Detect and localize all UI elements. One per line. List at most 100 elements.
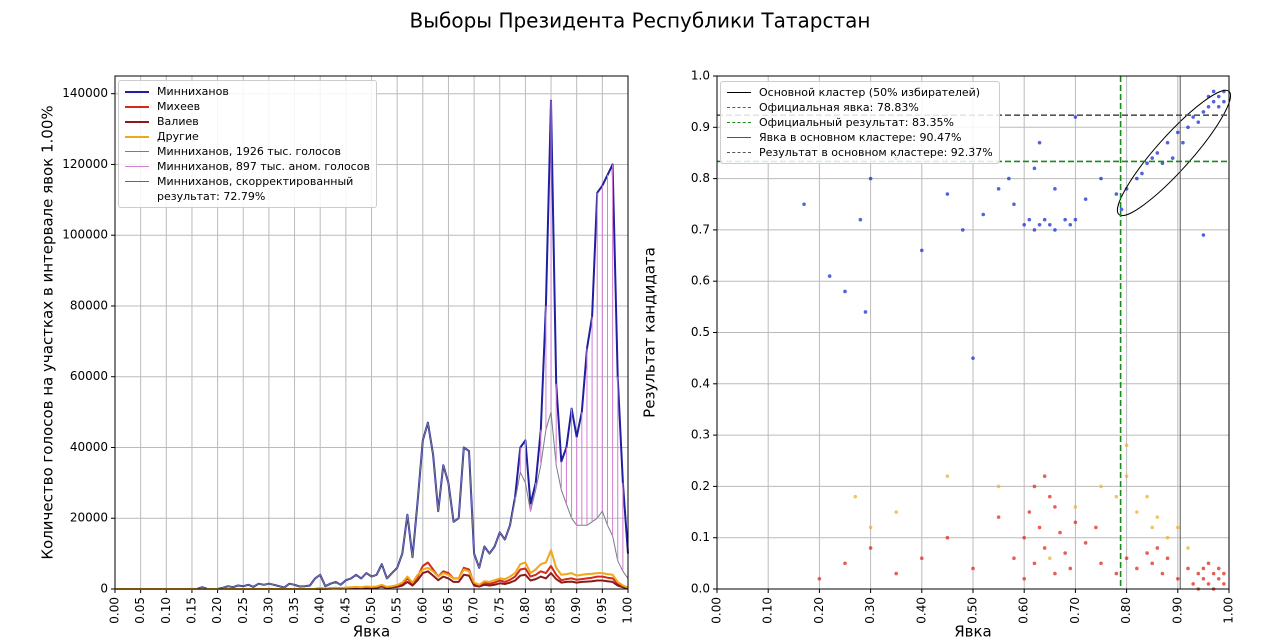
legend-swatch [125,91,149,93]
scatter-point [971,566,975,571]
y-tick-label: 0.3 [691,428,710,442]
x-axis-label: Явка [353,623,391,640]
scatter-point [1165,535,1170,540]
scatter-point [1073,115,1078,119]
y-tick-label: 40000 [70,440,108,454]
x-tick-label: 0.75 [492,597,506,624]
scatter-point [853,494,858,499]
y-tick-label: 0.2 [691,479,710,493]
scatter-point [945,474,950,478]
legend-entry: Официальный результат: 83.35% [727,115,993,130]
scatter-point [1124,556,1129,561]
legend: Минниханов Михеев Валиев Другие Минниханов, … [118,80,377,208]
scatter-point [1216,576,1221,581]
scatter-point [1135,510,1139,514]
scatter-point [1114,192,1119,196]
y-axis-label: Результат кандидата [641,247,659,418]
scatter-point [1053,505,1057,509]
scatter-point [1176,130,1180,135]
scatter-point [1186,566,1190,571]
y-tick-label: 0.9 [691,120,710,134]
x-tick-label: 0.60 [415,597,429,624]
scatter-point [1068,566,1073,571]
scatter-point [1222,99,1226,104]
scatter-point [945,192,950,196]
x-tick-label: 0.20 [812,597,826,624]
scatter-point [1073,520,1078,525]
legend-label: Валиев [157,115,199,128]
scatter-point [1145,494,1149,499]
scatter-point [1135,566,1139,571]
scatter-point [1048,222,1052,227]
scatter-point [1206,104,1211,109]
legend-swatch [727,92,751,93]
plot-border [114,75,629,590]
scatter-point [1155,515,1160,519]
scatter-point [945,535,950,540]
scatter-point [1206,561,1211,566]
series-line [115,411,629,590]
scatter-point [1150,525,1154,530]
scatter-point [996,187,1001,191]
legend-label: Официальная явка: 78.83% [759,101,919,114]
x-tick-label: 0.65 [441,597,455,624]
scatter-point [1124,474,1129,478]
scatter-point [1191,582,1195,586]
legend-label: Минниханов, 897 тыс. аном. голосов [157,160,370,173]
x-tick-label: 0.80 [1119,597,1133,624]
x-tick-label: 0.90 [1170,597,1184,624]
figure-title: Выборы Президента Республики Татарстан [410,9,871,33]
scatter-point [1027,217,1032,222]
scatter-point [1032,166,1037,171]
scatter-point [1165,140,1170,145]
scatter-point [1140,171,1144,176]
scatter-point [1032,228,1037,232]
x-tick-label: 0.00 [108,597,122,624]
scatter-point [894,571,898,576]
scatter-point [1032,484,1037,489]
scatter-point [1022,222,1026,227]
scatter-point [1176,525,1180,530]
scatter-point [1165,556,1170,561]
scatter-point [1099,561,1103,566]
x-tick-label: 0.00 [710,597,724,624]
y-tick-label: 20000 [70,511,108,525]
scatter-point [1181,140,1185,145]
x-tick-label: 0.05 [133,597,147,624]
scatter-point [1222,582,1226,586]
scatter-point [1063,551,1067,555]
scatter-point [868,176,873,181]
scatter-point [1053,571,1057,576]
scatter-point [1201,566,1206,571]
x-tick-label: 0.20 [210,597,224,624]
legend-label: Минниханов [157,85,229,98]
y-tick-label: 0.7 [691,222,710,236]
x-tick-label: 0.90 [569,597,583,624]
scatter-point [1007,176,1011,181]
scatter-point [1048,556,1052,561]
scatter-point [1037,222,1042,227]
x-tick-label: 1.00 [621,597,635,624]
y-tick-label: 0.8 [691,171,710,185]
scatter-point [1201,576,1206,581]
x-tick-label: 0.35 [287,597,301,624]
scatter-point [1211,99,1216,104]
scatter-point [1206,582,1211,586]
legend-entry: Основной кластер (50% избирателей) [727,85,993,100]
y-axis-label: Количество голосов на участках в интерва… [39,105,57,559]
legend-label: Минниханов, скорректированный результат:… [157,175,354,203]
x-tick-label: 0.10 [159,597,173,624]
x-tick-label: 0.40 [914,597,928,624]
x-tick-label: 0.50 [364,597,378,624]
x-tick-label: 0.85 [544,597,558,624]
scatter-point [1083,541,1088,545]
scatter-point [1155,546,1160,550]
y-tick-label: 60000 [70,369,108,383]
y-tick-label: 0 [100,582,108,596]
legend-label: Михеев [157,100,201,113]
x-tick-label: 0.50 [966,597,980,624]
scatter-point [802,202,806,207]
scatter-point [1063,217,1067,222]
scatter-point [996,515,1001,519]
legend-label: Другие [157,130,199,143]
